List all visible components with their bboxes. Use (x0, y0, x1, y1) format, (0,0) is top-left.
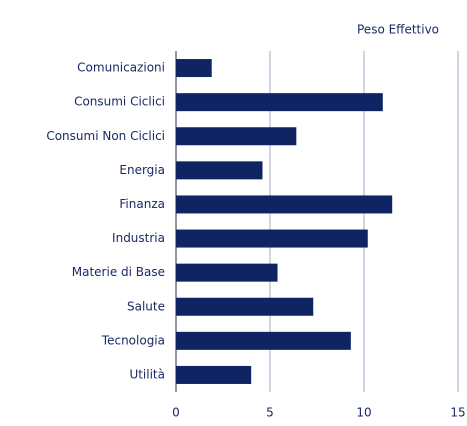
y-tick-label: Utilità (129, 367, 165, 381)
bar (176, 93, 383, 112)
y-tick-label: Finanza (119, 197, 165, 211)
bar (176, 365, 252, 384)
y-tick-label: Industria (112, 231, 165, 245)
x-tick-label: 10 (356, 406, 371, 420)
y-tick-label: Salute (127, 299, 165, 313)
bar (176, 297, 314, 316)
y-tick-label: Energia (119, 163, 165, 177)
bar (176, 59, 212, 78)
y-tick-label: Tecnologia (101, 333, 165, 347)
bar (176, 161, 263, 180)
chart-title: Peso Effettivo (357, 23, 439, 37)
bar (176, 229, 368, 248)
bar (176, 263, 278, 282)
bar (176, 331, 351, 350)
bar (176, 195, 393, 214)
y-tick-label: Materie di Base (72, 265, 165, 279)
x-tick-label: 0 (172, 406, 180, 420)
bar (176, 127, 297, 146)
y-tick-label: Consumi Non Ciclici (46, 129, 165, 143)
y-tick-label: Consumi Ciclici (74, 95, 165, 109)
x-tick-label: 5 (266, 406, 274, 420)
x-tick-label: 15 (450, 406, 465, 420)
y-tick-label: Comunicazioni (77, 61, 165, 75)
